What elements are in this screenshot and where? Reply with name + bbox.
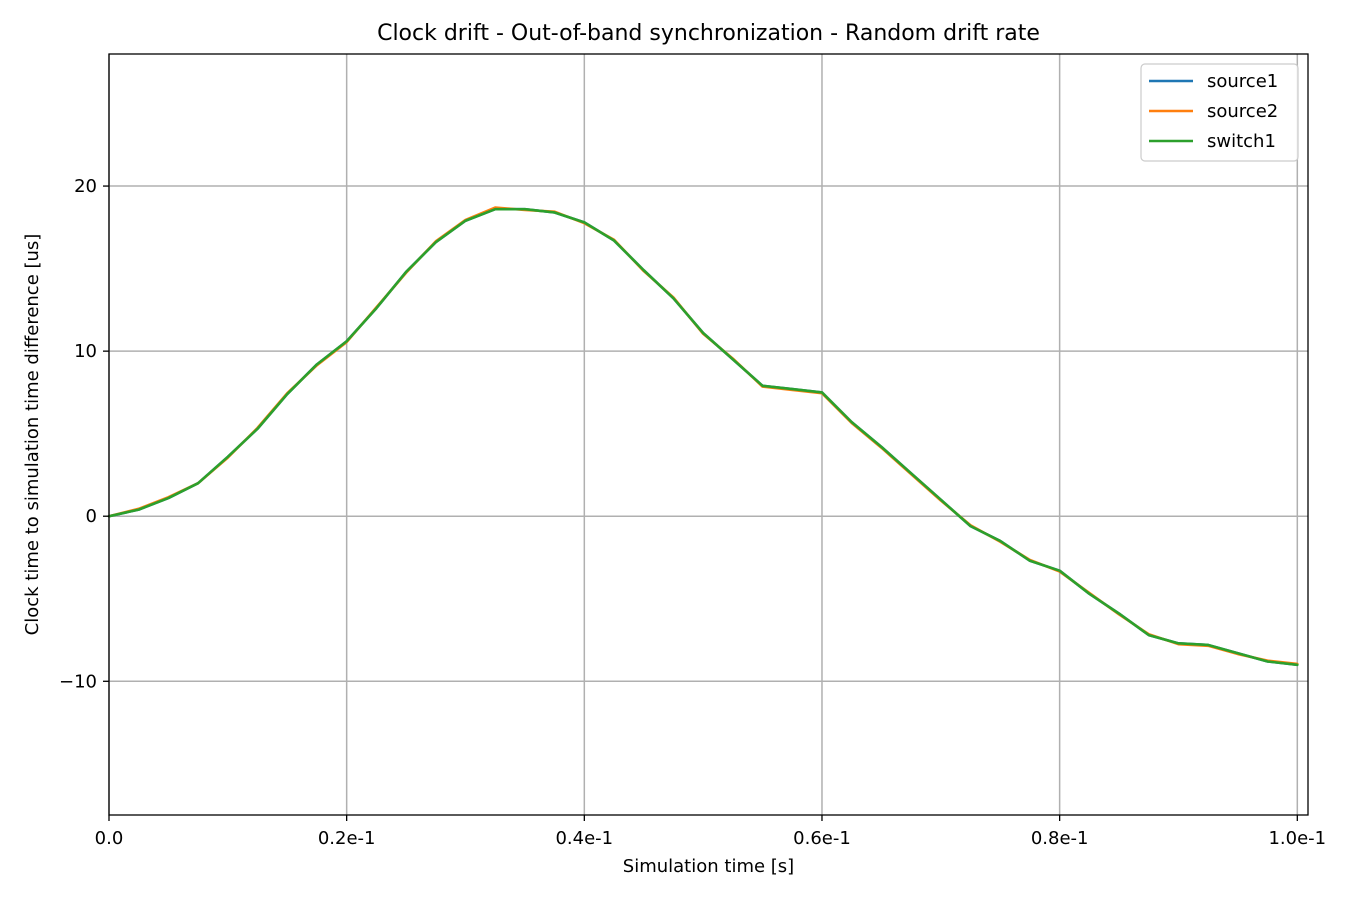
legend-label-source1: source1 <box>1207 71 1278 92</box>
x-tick-label: 0.2e-1 <box>318 828 376 849</box>
y-tick-label: 10 <box>74 341 97 362</box>
grid-lines <box>108 54 1308 815</box>
legend: source1 source2 switch1 <box>1140 63 1299 162</box>
axis-ticks: 0.0 0.2e-1 0.4e-1 0.6e-1 0.8e-1 1.0e-1 20 10 0 −1… <box>59 176 1326 849</box>
x-tick-label: 0.8e-1 <box>1031 828 1089 849</box>
series-line-source2 <box>107 206 1299 666</box>
series-lines <box>107 206 1299 667</box>
legend-box <box>1140 63 1299 162</box>
legend-label-source2: source2 <box>1207 101 1278 122</box>
x-tick-label: 0.6e-1 <box>793 828 851 849</box>
y-tick-label: 0 <box>86 506 97 527</box>
chart-title: Clock drift - Out-of-band synchronizatio… <box>377 21 1040 46</box>
legend-label-switch1: switch1 <box>1207 131 1276 152</box>
x-tick-label: 0.4e-1 <box>555 828 613 849</box>
y-axis-label: Clock time to simulation time difference… <box>22 234 43 636</box>
y-tick-label: 20 <box>74 176 97 197</box>
y-tick-label: −10 <box>59 671 97 692</box>
plot-area-frame <box>108 53 1309 816</box>
x-tick-label: 1.0e-1 <box>1268 828 1326 849</box>
series-line-source1 <box>107 207 1299 667</box>
series-line-switch1 <box>107 207 1299 667</box>
x-tick-label: 0.0 <box>95 828 124 849</box>
x-axis-label: Simulation time [s] <box>623 856 794 877</box>
